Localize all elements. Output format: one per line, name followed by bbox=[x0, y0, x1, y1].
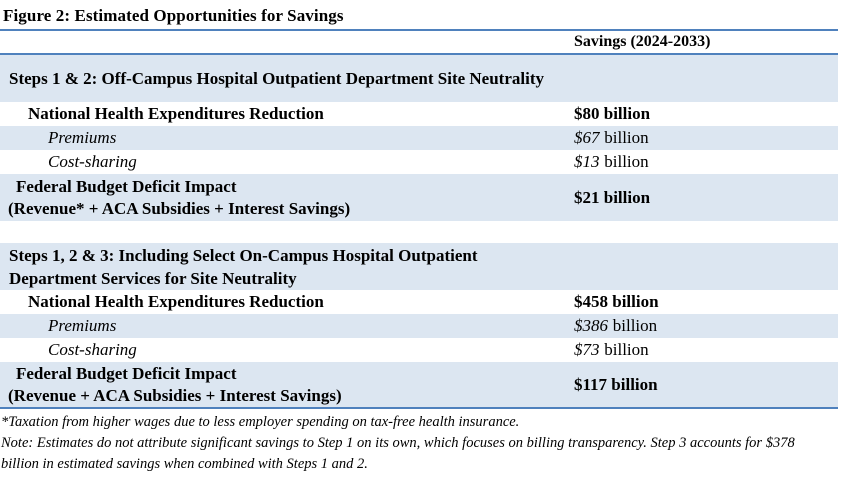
section-2-header-row: Steps 1, 2 & 3: Including Select On-Camp… bbox=[0, 243, 838, 290]
row-value: $13 billion bbox=[572, 152, 838, 172]
row-label-group: Federal Budget Deficit Impact (Revenue +… bbox=[0, 363, 572, 407]
row-value: $67 billion bbox=[572, 128, 838, 148]
table-row-cost-sharing-1: Cost-sharing $13 billion bbox=[0, 150, 838, 174]
row-value: $386 billion bbox=[572, 316, 838, 336]
section-1-header: Steps 1 & 2: Off-Campus Hospital Outpati… bbox=[9, 69, 544, 88]
row-value: $80 billion bbox=[574, 104, 651, 123]
row-label-group: Federal Budget Deficit Impact (Revenue* … bbox=[0, 176, 572, 220]
value-amount: $13 bbox=[574, 152, 600, 171]
table-header-row: Savings (2024-2033) bbox=[0, 31, 838, 55]
row-label: Federal Budget Deficit Impact bbox=[16, 363, 237, 383]
table-row-nhe-2: National Health Expenditures Reduction $… bbox=[0, 290, 838, 314]
row-label: Premiums bbox=[48, 316, 117, 335]
row-label: Premiums bbox=[48, 128, 117, 147]
figure-title: Figure 2: Estimated Opportunities for Sa… bbox=[3, 6, 344, 25]
table-row-nhe-1: National Health Expenditures Reduction $… bbox=[0, 102, 838, 126]
row-label: National Health Expenditures Reduction bbox=[28, 104, 324, 123]
row-label-detail: (Revenue* + ACA Subsidies + Interest Sav… bbox=[8, 198, 351, 218]
footnote-taxation: *Taxation from higher wages due to less … bbox=[1, 414, 520, 430]
value-amount: $67 bbox=[574, 128, 600, 147]
section-2-header: Steps 1, 2 & 3: Including Select On-Camp… bbox=[9, 245, 478, 288]
row-label: National Health Expenditures Reduction bbox=[28, 292, 324, 311]
row-label: Federal Budget Deficit Impact bbox=[16, 176, 237, 196]
row-value: $73 billion bbox=[572, 340, 838, 360]
row-value: $21 billion bbox=[574, 187, 651, 207]
table-row-premiums-1: Premiums $67 billion bbox=[0, 126, 838, 150]
row-label-detail: (Revenue + ACA Subsidies + Interest Savi… bbox=[8, 385, 342, 405]
value-unit: billion bbox=[604, 340, 649, 359]
column-header-savings: Savings (2024-2033) bbox=[574, 33, 711, 50]
value-unit: billion bbox=[604, 128, 649, 147]
value-amount: $73 bbox=[574, 340, 600, 359]
table-row-cost-sharing-2: Cost-sharing $73 billion bbox=[0, 338, 838, 362]
row-label: Cost-sharing bbox=[48, 152, 137, 171]
section-gap bbox=[0, 221, 838, 243]
savings-table: Savings (2024-2033) Steps 1 & 2: Off-Cam… bbox=[0, 29, 838, 409]
row-value: $458 billion bbox=[574, 292, 659, 311]
value-unit: billion bbox=[604, 152, 649, 171]
value-unit: billion bbox=[612, 316, 658, 335]
table-row-premiums-2: Premiums $386 billion bbox=[0, 314, 838, 338]
table-row-federal-deficit-2: Federal Budget Deficit Impact (Revenue +… bbox=[0, 362, 838, 409]
row-value: $117 billion bbox=[574, 374, 658, 394]
section-1-header-row: Steps 1 & 2: Off-Campus Hospital Outpati… bbox=[0, 55, 838, 102]
row-label: Cost-sharing bbox=[48, 340, 137, 359]
table-row-federal-deficit-1: Federal Budget Deficit Impact (Revenue* … bbox=[0, 174, 838, 221]
value-amount: $386 bbox=[574, 316, 608, 335]
footnotes: *Taxation from higher wages due to less … bbox=[0, 409, 838, 475]
footnote-note: Note: Estimates do not attribute signifi… bbox=[1, 435, 795, 472]
